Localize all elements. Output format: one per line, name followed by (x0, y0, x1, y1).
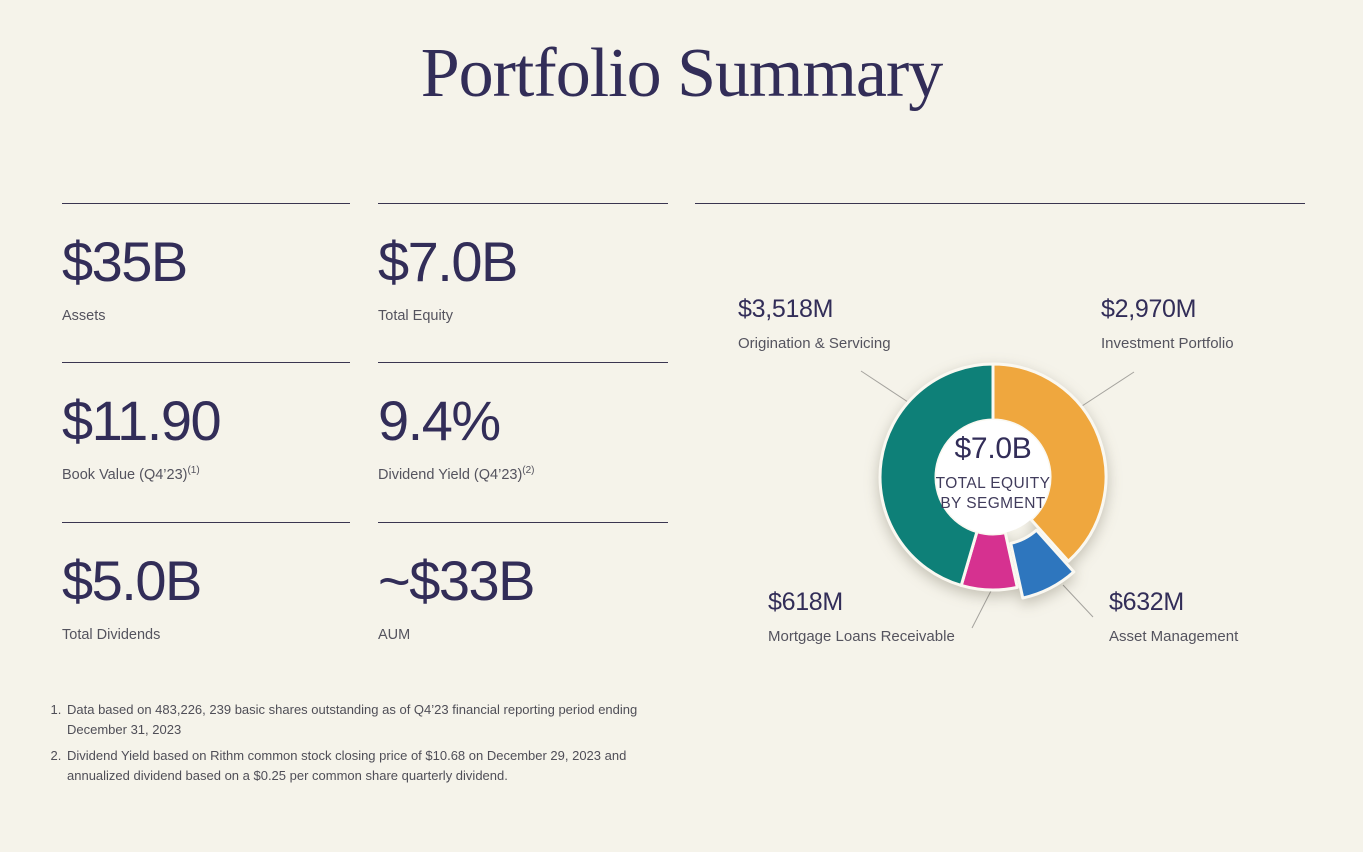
footnote-marker: (2) (522, 465, 535, 476)
stat-value: $5.0B (62, 549, 202, 612)
stat-value: $11.90 (62, 389, 222, 452)
stat-label: Total Equity (378, 307, 453, 324)
callout-value: $632M (1109, 588, 1184, 616)
stat-label: Total Dividends (62, 626, 161, 643)
leader-line-3 (1062, 584, 1094, 618)
donut-center-value: $7.0B (954, 432, 1032, 465)
footnote-1: Data based on 483,226, 239 basic shares … (65, 700, 665, 740)
donut-chart-svg (860, 362, 1135, 629)
stat-value: ~$33B (378, 549, 536, 612)
stat-tile-assets: $35B Assets (62, 203, 350, 362)
donut-slice-asset-management (1009, 528, 1076, 600)
leader-line-1 (1081, 371, 1135, 407)
callout-label: Origination & Servicing (738, 335, 891, 352)
stat-label: Assets (62, 307, 106, 324)
stat-label: AUM (378, 626, 411, 643)
stat-value: 9.4% (378, 389, 501, 452)
donut-center-label: TOTAL EQUITY BY SEGMENT (935, 475, 1051, 512)
stat-tile-book-value: $11.90 Book Value (Q4’23)(1) (62, 362, 350, 522)
page-title: Portfolio Summary (420, 35, 944, 112)
footnotes-list: Data based on 483,226, 239 basic shares … (47, 700, 665, 793)
stat-label: Dividend Yield (Q4’23)(2) (378, 465, 535, 483)
callout-asset-management: $632M Asset Management (1109, 589, 1238, 645)
callout-origination-servicing: $3,518M Origination & Servicing (738, 296, 891, 352)
stat-tile-dividend-yield: 9.4% Dividend Yield (Q4’23)(2) (378, 362, 668, 522)
donut-center-text: $7.0B TOTAL EQUITY BY SEGMENT (893, 433, 1093, 514)
callout-label: Mortgage Loans Receivable (768, 628, 955, 645)
stat-tile-total-equity: $7.0B Total Equity (378, 203, 668, 362)
leader-line-2 (971, 586, 994, 629)
leader-line-0 (860, 370, 909, 403)
footnote-marker: (1) (187, 465, 200, 476)
stat-value: $7.0B (378, 230, 518, 293)
callout-investment-portfolio: $2,970M Investment Portfolio (1101, 296, 1234, 352)
chart-section-divider (695, 203, 1305, 204)
callout-mortgage-loans-receivable: $618M Mortgage Loans Receivable (768, 589, 955, 645)
stats-grid: $35B Assets $7.0B Total Equity $11.90 Bo… (62, 203, 668, 672)
stat-value: $35B (62, 230, 188, 293)
callout-value: $2,970M (1101, 295, 1197, 323)
stat-tile-total-dividends: $5.0B Total Dividends (62, 522, 350, 672)
callout-label: Investment Portfolio (1101, 335, 1234, 352)
donut-hole (936, 420, 1050, 534)
callout-label: Asset Management (1109, 628, 1239, 645)
stat-label: Book Value (Q4’23)(1) (62, 465, 200, 483)
footnote-2: Dividend Yield based on Rithm common sto… (65, 746, 665, 786)
callout-value: $3,518M (738, 295, 834, 323)
equity-donut-chart: $7.0B TOTAL EQUITY BY SEGMENT (830, 330, 1160, 640)
stat-tile-aum: ~$33B AUM (378, 522, 668, 672)
callout-value: $618M (768, 588, 843, 616)
